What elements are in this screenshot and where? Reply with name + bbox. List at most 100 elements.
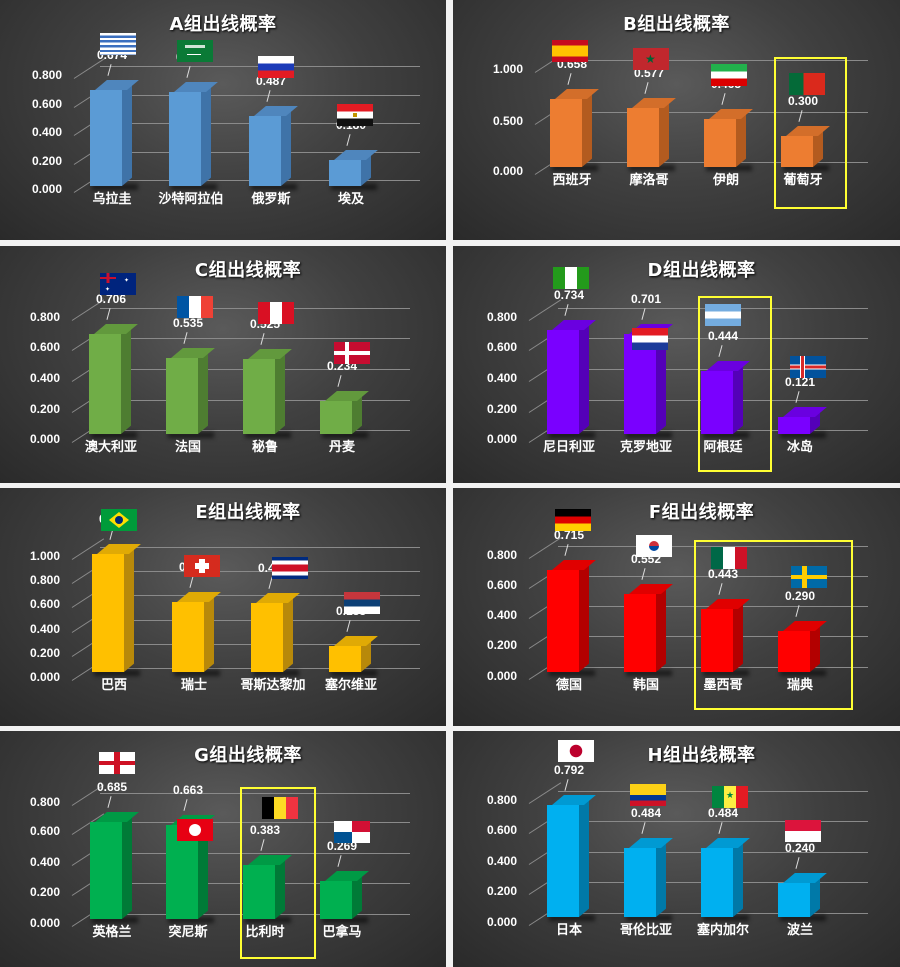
- y-axis-tick-label: 0.600: [29, 597, 60, 611]
- label-leader-line: [186, 66, 191, 78]
- label-leader-line: [795, 857, 800, 869]
- bar[interactable]: [172, 592, 221, 672]
- bar-top: [552, 320, 596, 330]
- bar[interactable]: [624, 324, 673, 434]
- bar[interactable]: [89, 324, 138, 434]
- bar-front: [320, 881, 352, 919]
- bar-side: [198, 349, 208, 434]
- bar[interactable]: [624, 838, 673, 917]
- label-leader-line: [183, 799, 188, 811]
- bar-value-label: 0.706: [95, 292, 127, 306]
- bar-shadow: [91, 432, 137, 438]
- bar[interactable]: [169, 82, 218, 186]
- bar-top: [783, 407, 827, 417]
- bar-value-label: 0.300: [787, 94, 819, 108]
- x-axis-category-label: 摩洛哥: [629, 173, 669, 188]
- x-axis-category-label: 俄罗斯: [251, 192, 291, 207]
- y-axis-tick-label: 0.600: [29, 340, 60, 354]
- bar-top: [171, 348, 215, 358]
- y-axis-tick-label: 0.400: [31, 125, 62, 139]
- bar[interactable]: [701, 599, 750, 672]
- y-axis-tick-label: 0.200: [29, 885, 60, 899]
- gridline: [100, 793, 410, 794]
- label-leader-line: [564, 779, 569, 791]
- brazil-flag-icon: [101, 509, 137, 531]
- bar-front: [89, 334, 121, 434]
- bar-side: [579, 561, 589, 672]
- y-axis-tick-label: 0.600: [486, 823, 517, 837]
- bar-shadow: [626, 432, 672, 438]
- bar-top: [552, 560, 596, 570]
- costa-rica-flag-icon: [272, 557, 308, 579]
- bar[interactable]: [90, 80, 139, 186]
- bar-front: [329, 646, 361, 672]
- bar[interactable]: [701, 838, 750, 917]
- chart-panel-group-a: A组出线概率0.8000.6000.4000.2000.0000.674乌拉圭0…: [0, 0, 446, 240]
- bar-shadow: [92, 917, 138, 923]
- bar[interactable]: [547, 560, 596, 672]
- bar[interactable]: [320, 871, 369, 919]
- bar[interactable]: [547, 320, 596, 434]
- bar-shadow: [629, 165, 675, 171]
- bar-side: [656, 839, 666, 917]
- bar-top: [95, 80, 139, 90]
- bar-front: [249, 116, 281, 186]
- bar[interactable]: [92, 544, 141, 672]
- france-flag-icon: [177, 296, 213, 318]
- uruguay-flag-icon: [100, 33, 136, 55]
- bar[interactable]: [329, 636, 378, 672]
- bar[interactable]: [166, 348, 215, 434]
- gridline: [100, 571, 420, 572]
- bar[interactable]: [251, 593, 300, 672]
- x-axis-category-label: 沙特阿拉伯: [158, 192, 224, 207]
- bar[interactable]: [249, 106, 298, 186]
- x-axis-category-label: 阿根廷: [703, 440, 743, 455]
- gridline: [558, 576, 868, 577]
- bar-front: [624, 848, 656, 917]
- bar[interactable]: [701, 361, 750, 434]
- gridline: [100, 95, 420, 96]
- bar[interactable]: [781, 126, 830, 167]
- bar-shadow: [92, 184, 138, 190]
- bar[interactable]: [624, 584, 673, 672]
- bar-value-label: 0.685: [96, 780, 128, 794]
- bar[interactable]: [243, 349, 292, 434]
- bar-top: [706, 838, 750, 848]
- label-leader-line: [346, 620, 351, 632]
- iceland-flag-icon: [790, 356, 826, 378]
- bar[interactable]: [243, 855, 292, 919]
- bar-side: [733, 839, 743, 917]
- bar-value-label: 0.715: [553, 528, 585, 542]
- bar-top: [174, 82, 218, 92]
- y-axis-tick-label: 0.000: [486, 915, 517, 929]
- y-axis-tick-label: 0.400: [29, 855, 60, 869]
- bar[interactable]: [320, 391, 369, 434]
- bar[interactable]: [778, 621, 827, 672]
- bar-side: [201, 83, 211, 186]
- bar[interactable]: [329, 150, 378, 186]
- senegal-flag-icon: ★: [712, 786, 748, 808]
- bar-front: [550, 99, 582, 167]
- bar[interactable]: [550, 89, 599, 167]
- bar-value-label: 0.290: [784, 589, 816, 603]
- chart-title: H组出线概率: [647, 745, 756, 766]
- bar-value-label: 0.535: [172, 316, 204, 330]
- bar-shadow: [94, 670, 140, 676]
- x-axis-category-label: 冰岛: [786, 440, 813, 455]
- bar[interactable]: [778, 407, 827, 434]
- bar[interactable]: [547, 795, 596, 917]
- bar[interactable]: [627, 98, 676, 167]
- bar[interactable]: [704, 109, 753, 167]
- y-axis-tick-label: 0.000: [29, 670, 60, 684]
- bar[interactable]: [778, 873, 827, 917]
- bar-shadow: [780, 432, 826, 438]
- x-axis-category-label: 乌拉圭: [92, 192, 132, 207]
- bar-top: [334, 150, 378, 160]
- bar[interactable]: [90, 812, 139, 919]
- y-axis-tick-label: 0.000: [31, 182, 62, 196]
- bar-value-label: 0.701: [630, 292, 662, 306]
- bar-front: [90, 90, 122, 186]
- bar-shadow: [253, 670, 299, 676]
- label-leader-line: [795, 391, 800, 403]
- y-axis-tick-label: 0.000: [29, 916, 60, 930]
